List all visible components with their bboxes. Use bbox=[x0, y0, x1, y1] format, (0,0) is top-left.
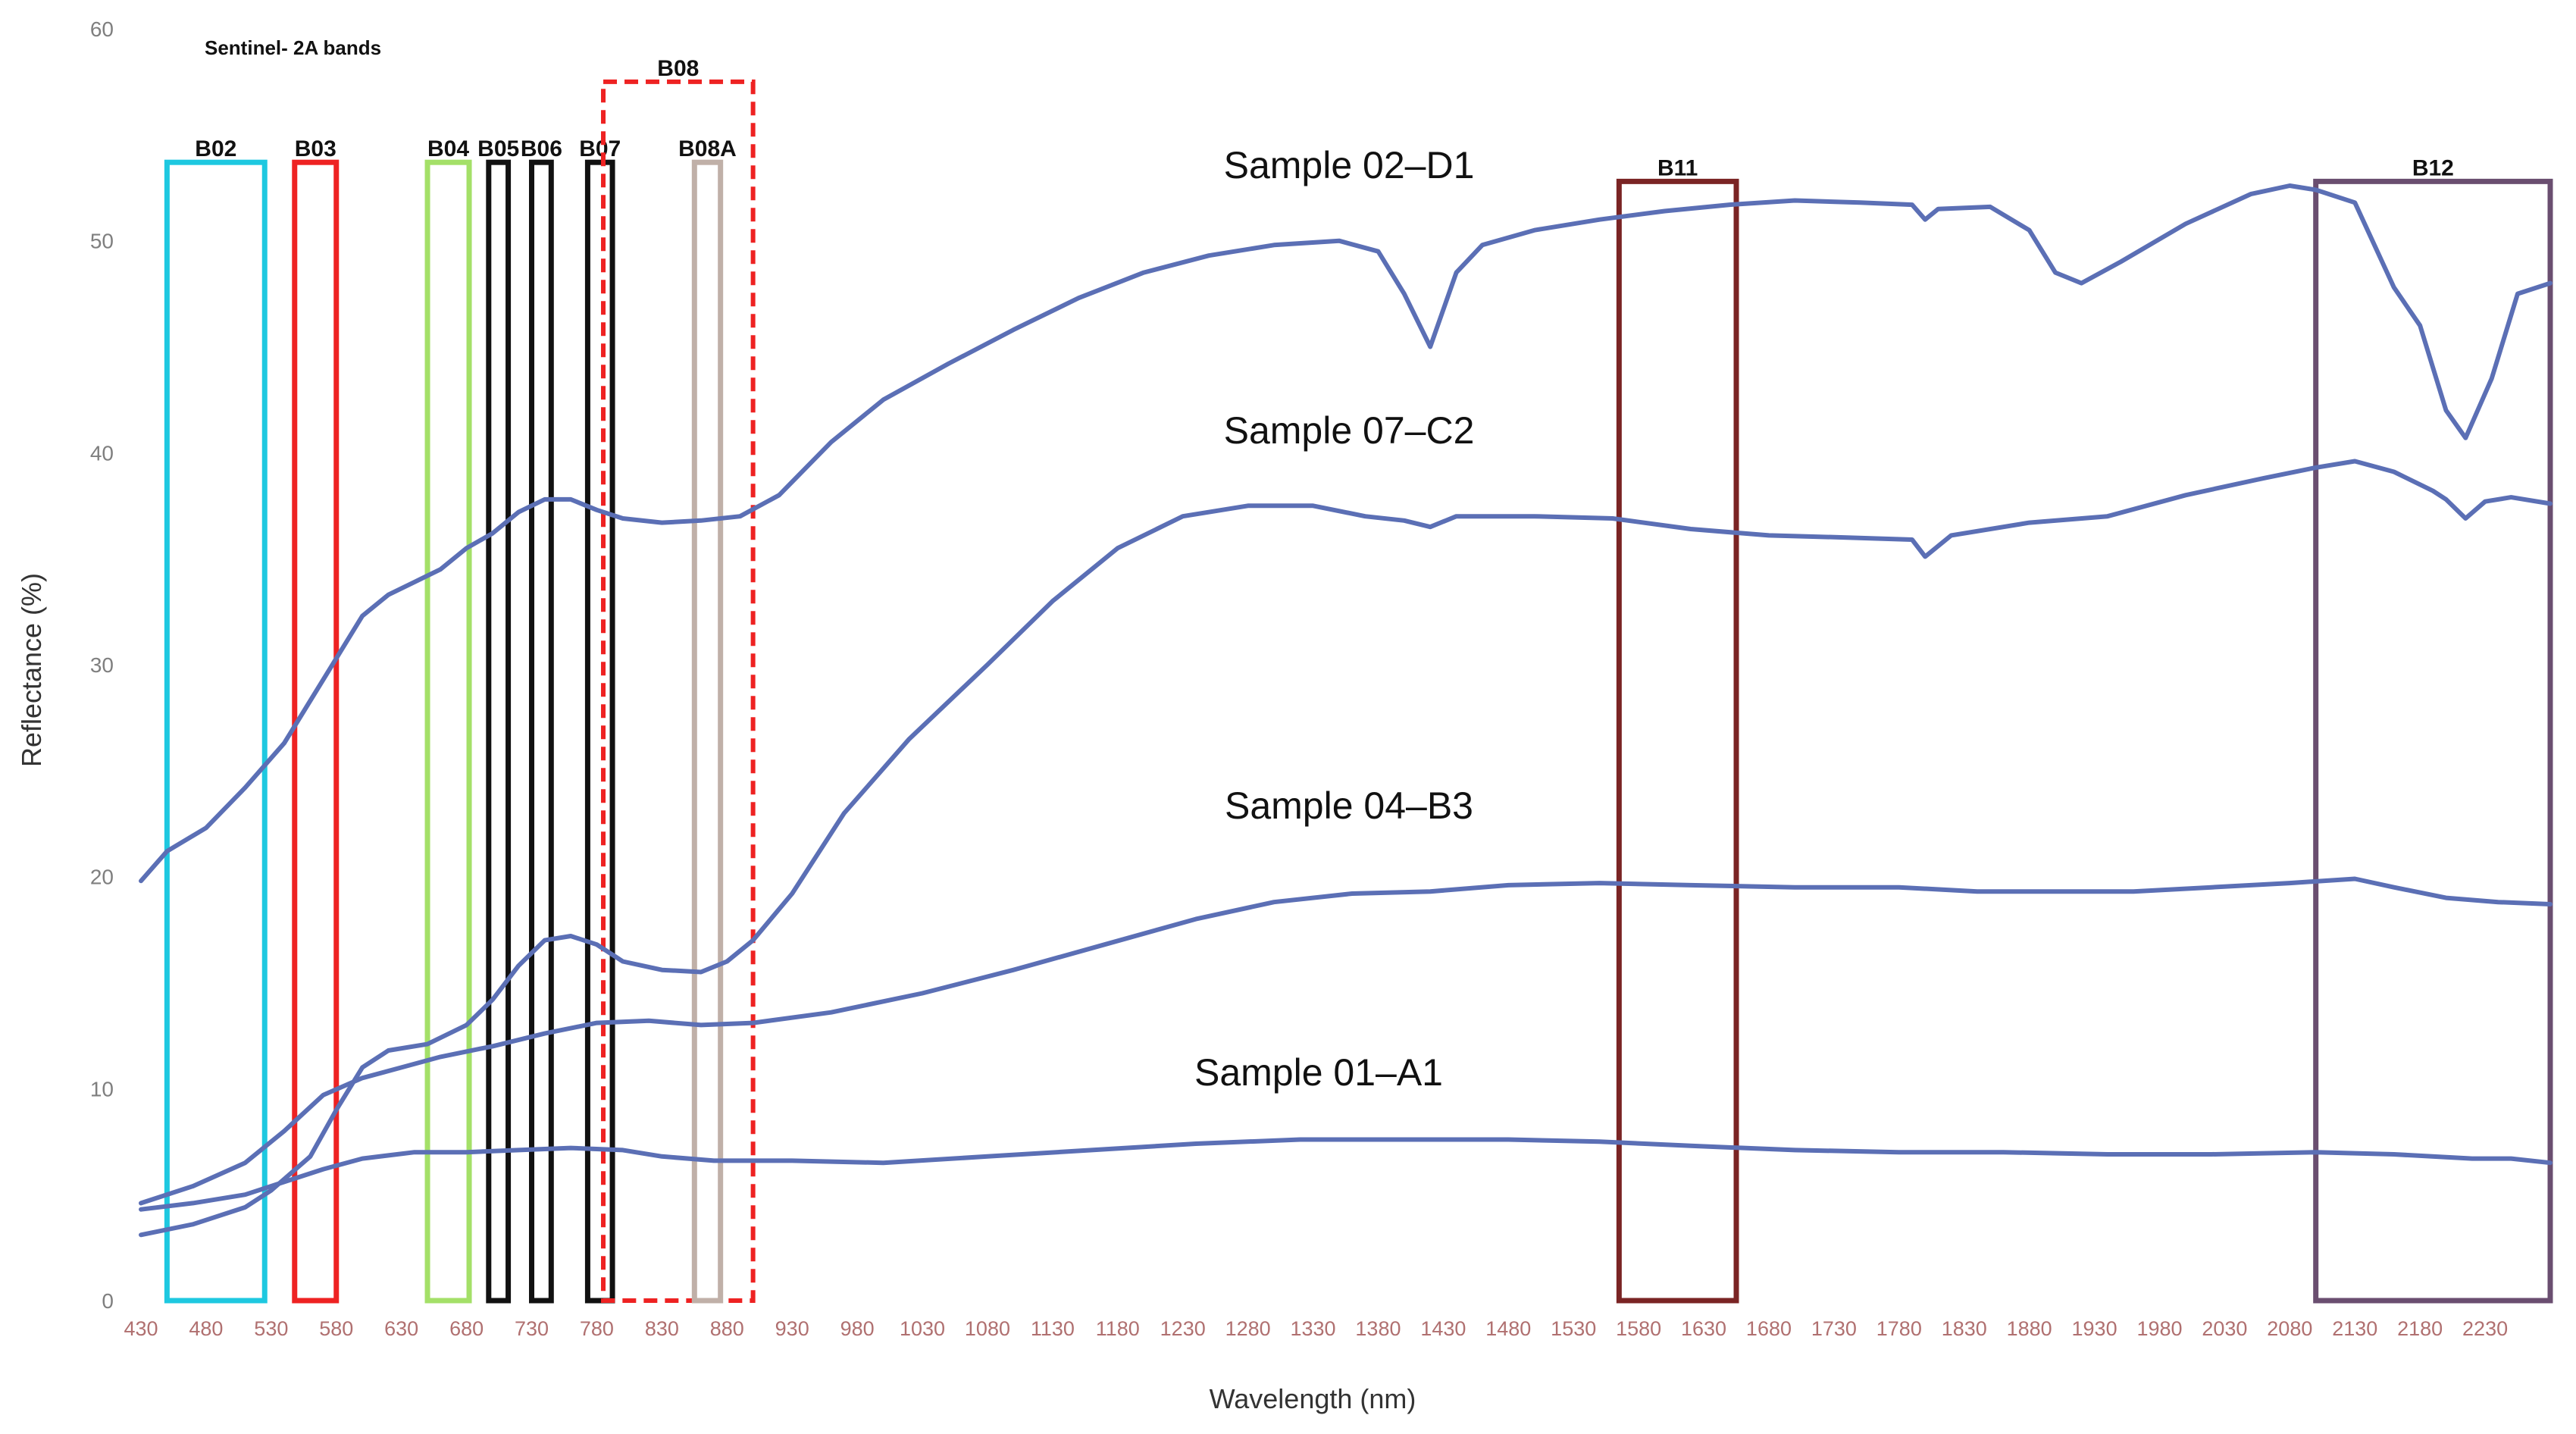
y-tick-label-60: 60 bbox=[90, 17, 114, 41]
band-b06: B06 bbox=[521, 136, 562, 1304]
band-label-b08a: B08A bbox=[678, 136, 737, 161]
y-tick-label-20: 20 bbox=[90, 866, 114, 889]
band-rect-b04 bbox=[424, 159, 472, 1304]
x-tick-label-680: 680 bbox=[449, 1317, 484, 1340]
band-rect-b06 bbox=[529, 159, 554, 1304]
x-tick-label-1980: 1980 bbox=[2136, 1317, 2182, 1340]
band-label-b05: B05 bbox=[477, 136, 519, 161]
band-label-b06: B06 bbox=[521, 136, 562, 161]
band-label-b02: B02 bbox=[195, 136, 236, 161]
x-tick-label-1930: 1930 bbox=[2072, 1317, 2117, 1340]
x-tick-label-1830: 1830 bbox=[1942, 1317, 1987, 1340]
x-tick-label-930: 930 bbox=[775, 1317, 809, 1340]
band-b12: B12 bbox=[2313, 155, 2553, 1304]
band-label-b03: B03 bbox=[295, 136, 336, 161]
band-rect-b08a bbox=[691, 159, 724, 1304]
x-tick-label-2130: 2130 bbox=[2332, 1317, 2377, 1340]
x-tick-label-780: 780 bbox=[580, 1317, 614, 1340]
y-tick-label-30: 30 bbox=[90, 653, 114, 677]
y-tick-label-50: 50 bbox=[90, 230, 114, 253]
series-label-sample-07-c2: Sample 07–C2 bbox=[1224, 409, 1475, 452]
sentinel-annotation: Sentinel- 2A bands bbox=[205, 36, 381, 59]
series-line-sample-02-d1 bbox=[139, 183, 2553, 884]
band-label-b11: B11 bbox=[1657, 155, 1698, 180]
band-b02: B02 bbox=[164, 136, 268, 1304]
x-tick-label-1380: 1380 bbox=[1355, 1317, 1401, 1340]
x-tick-label-1880: 1880 bbox=[2007, 1317, 2052, 1340]
series-line-sample-07-c2 bbox=[139, 459, 2553, 1238]
x-tick-label-2080: 2080 bbox=[2267, 1317, 2312, 1340]
x-tick-label-2030: 2030 bbox=[2202, 1317, 2247, 1340]
series-label-sample-01-a1: Sample 01–A1 bbox=[1194, 1051, 1443, 1094]
x-tick-label-530: 530 bbox=[254, 1317, 288, 1340]
y-axis-label: Reflectance (%) bbox=[16, 573, 47, 767]
band-label-b12: B12 bbox=[2412, 155, 2454, 180]
y-tick-label-0: 0 bbox=[102, 1289, 114, 1313]
x-tick-label-1180: 1180 bbox=[1096, 1317, 1140, 1340]
band-rect-b08 bbox=[601, 79, 756, 1304]
x-tick-label-1080: 1080 bbox=[965, 1317, 1010, 1340]
x-tick-label-630: 630 bbox=[384, 1317, 418, 1340]
band-rect-b03 bbox=[292, 159, 340, 1304]
band-rect-b12 bbox=[2313, 178, 2553, 1304]
band-label-b08: B08 bbox=[657, 56, 699, 81]
y-tick-label-40: 40 bbox=[90, 441, 114, 465]
x-tick-label-2230: 2230 bbox=[2462, 1317, 2508, 1340]
series-line-sample-04-b3 bbox=[139, 876, 2553, 1206]
band-rect-b07 bbox=[584, 159, 615, 1304]
x-tick-label-730: 730 bbox=[515, 1317, 549, 1340]
band-b05: B05 bbox=[477, 136, 519, 1304]
x-tick-label-480: 480 bbox=[189, 1317, 223, 1340]
band-b07: B07 bbox=[579, 136, 621, 1304]
band-rect-b02 bbox=[164, 159, 268, 1304]
x-tick-label-1680: 1680 bbox=[1746, 1317, 1792, 1340]
series-line-sample-01-a1 bbox=[139, 1137, 2553, 1212]
bands-layer: B02 B03 B04 B05 B06 B07 B08 B08A B11 B12 bbox=[164, 56, 2553, 1304]
x-tick-label-1430: 1430 bbox=[1420, 1317, 1466, 1340]
x-tick-label-1130: 1130 bbox=[1031, 1317, 1075, 1340]
x-tick-label-1480: 1480 bbox=[1485, 1317, 1531, 1340]
band-b04: B04 bbox=[424, 136, 472, 1304]
band-rect-b11 bbox=[1616, 178, 1739, 1304]
band-label-b07: B07 bbox=[579, 136, 621, 161]
band-b03: B03 bbox=[292, 136, 340, 1304]
x-tick-label-980: 980 bbox=[840, 1317, 875, 1340]
x-tick-label-830: 830 bbox=[645, 1317, 679, 1340]
x-tick-label-1330: 1330 bbox=[1291, 1317, 1336, 1340]
x-tick-label-2180: 2180 bbox=[2397, 1317, 2443, 1340]
band-label-b04: B04 bbox=[427, 136, 469, 161]
lines-layer: Sample 02–D1 Sample 07–C2 Sample 04–B3 Samp… bbox=[139, 144, 2553, 1238]
band-b11: B11 bbox=[1616, 155, 1739, 1304]
x-axis-label: Wavelength (nm) bbox=[1210, 1383, 1416, 1414]
series-label-sample-02-d1: Sample 02–D1 bbox=[1224, 144, 1475, 186]
band-rect-b05 bbox=[486, 159, 512, 1304]
x-tick-label-1030: 1030 bbox=[900, 1317, 945, 1340]
x-tick-label-1580: 1580 bbox=[1616, 1317, 1661, 1340]
x-tick-label-430: 430 bbox=[124, 1317, 158, 1340]
series-label-sample-04-b3: Sample 04–B3 bbox=[1225, 784, 1473, 827]
y-tick-label-10: 10 bbox=[90, 1077, 114, 1101]
x-tick-label-1780: 1780 bbox=[1876, 1317, 1922, 1340]
x-tick-label-1730: 1730 bbox=[1811, 1317, 1857, 1340]
x-tick-label-1630: 1630 bbox=[1681, 1317, 1726, 1340]
x-tick-label-1280: 1280 bbox=[1225, 1317, 1271, 1340]
band-b08: B08 bbox=[601, 56, 756, 1304]
x-tick-label-880: 880 bbox=[710, 1317, 744, 1340]
x-tick-label-580: 580 bbox=[319, 1317, 353, 1340]
x-tick-label-1530: 1530 bbox=[1551, 1317, 1596, 1340]
x-tick-label-1230: 1230 bbox=[1160, 1317, 1206, 1340]
band-b08a: B08A bbox=[678, 136, 737, 1304]
